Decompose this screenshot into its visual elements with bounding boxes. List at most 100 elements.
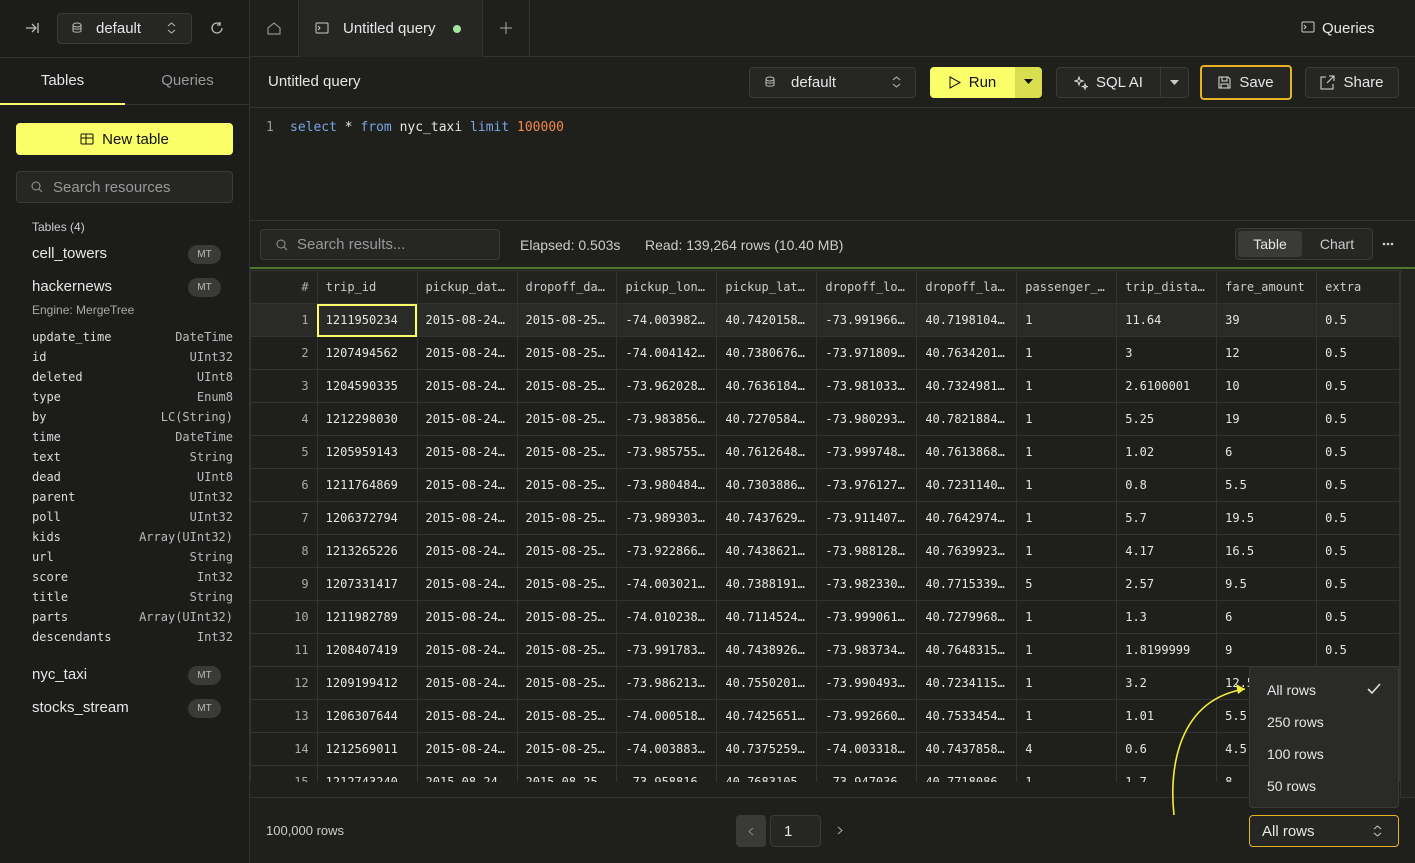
view-tab[interactable]: Table <box>1238 231 1302 257</box>
table-cell[interactable]: 1 <box>1016 666 1118 700</box>
table-name[interactable]: cell_towers <box>32 245 108 262</box>
table-cell[interactable]: 1211764869 <box>316 468 418 502</box>
table-cell[interactable]: 2015-08-25… <box>516 534 618 568</box>
table-cell[interactable]: 2015-08-25… <box>516 336 618 370</box>
table-cell[interactable]: 6 <box>1216 600 1318 634</box>
table-cell[interactable]: 0.8 <box>1116 468 1218 502</box>
table-cell[interactable]: 40.7198104… <box>916 303 1018 337</box>
table-cell[interactable]: -74.003318… <box>816 732 918 766</box>
table-cell[interactable]: -73.983856… <box>616 402 718 436</box>
table-cell[interactable]: -73.911407… <box>816 501 918 535</box>
table-cell[interactable]: -73.999748… <box>816 435 918 469</box>
table-cell[interactable]: 1 <box>1016 402 1118 436</box>
table-cell[interactable]: 9.5 <box>1216 567 1318 601</box>
query-tab[interactable]: Untitled query <box>300 0 482 57</box>
table-cell[interactable]: 1 <box>1016 303 1118 337</box>
table-cell[interactable]: 2015-08-24… <box>416 501 518 535</box>
table-name[interactable]: nyc_taxi <box>32 666 88 683</box>
table-cell[interactable]: -73.980484… <box>616 468 718 502</box>
table-cell[interactable]: 2015-08-24… <box>416 666 518 700</box>
table-cell[interactable]: 40.7437629… <box>716 501 818 535</box>
queries-link[interactable]: Queries <box>1322 20 1375 37</box>
table-cell[interactable]: 39 <box>1216 303 1318 337</box>
table-cell[interactable]: 1212298030 <box>316 402 418 436</box>
table-cell[interactable]: 0.5 <box>1316 468 1400 502</box>
sql-ai-options[interactable] <box>1160 67 1189 98</box>
table-name[interactable]: stocks_stream <box>32 699 129 716</box>
table-name[interactable]: hackernews <box>32 278 113 295</box>
table-cell[interactable]: 1 <box>1016 369 1118 403</box>
table-cell[interactable]: 40.7324981… <box>916 369 1018 403</box>
table-cell[interactable]: 1205959143 <box>316 435 418 469</box>
table-cell[interactable]: 11.64 <box>1116 303 1218 337</box>
table-cell[interactable]: 1209199412 <box>316 666 418 700</box>
table-cell[interactable]: 0.5 <box>1316 633 1400 667</box>
table-cell[interactable]: -73.981033… <box>816 369 918 403</box>
table-cell[interactable]: 40.7636184… <box>716 369 818 403</box>
table-cell[interactable]: 40.7642974… <box>916 501 1018 535</box>
table-cell[interactable]: 2015-08-24… <box>416 765 518 782</box>
table-cell[interactable]: 40.7388191… <box>716 567 818 601</box>
run-options[interactable] <box>1015 67 1042 98</box>
table-cell[interactable]: 40.7375259… <box>716 732 818 766</box>
table-cell[interactable]: 40.7639923… <box>916 534 1018 568</box>
run-button[interactable]: Run <box>930 67 1015 98</box>
table-cell[interactable]: 1 <box>1016 765 1118 782</box>
table-cell[interactable]: -73.990493… <box>816 666 918 700</box>
search-resources[interactable]: Search resources <box>16 171 233 203</box>
table-cell[interactable]: 2015-08-25… <box>516 501 618 535</box>
table-cell[interactable]: 40.7438926… <box>716 633 818 667</box>
table-cell[interactable]: -74.000518… <box>616 699 718 733</box>
prev-page[interactable] <box>736 815 766 847</box>
table-cell[interactable]: 4 <box>1016 732 1118 766</box>
sidebar-tab[interactable]: Queries <box>161 72 214 89</box>
table-cell[interactable]: 0.5 <box>1316 501 1400 535</box>
table-cell[interactable]: 2015-08-24… <box>416 567 518 601</box>
table-cell[interactable]: -73.999061… <box>816 600 918 634</box>
table-cell[interactable]: 2015-08-24… <box>416 402 518 436</box>
table-cell[interactable]: -73.986213… <box>616 666 718 700</box>
new-table-button[interactable]: New table <box>16 123 233 155</box>
table-cell[interactable]: 1213265226 <box>316 534 418 568</box>
table-cell[interactable]: 2015-08-25… <box>516 666 618 700</box>
table-cell[interactable]: 5.25 <box>1116 402 1218 436</box>
table-cell[interactable]: 1211982789 <box>316 600 418 634</box>
table-cell[interactable]: 2015-08-25… <box>516 435 618 469</box>
table-cell[interactable]: -74.003021… <box>616 567 718 601</box>
table-cell[interactable]: 1 <box>1016 633 1118 667</box>
menu-option[interactable]: 100 rows <box>1267 746 1324 762</box>
table-cell[interactable]: 40.7683105… <box>716 765 818 782</box>
table-cell[interactable]: -73.991966… <box>816 303 918 337</box>
table-cell[interactable]: -74.010238… <box>616 600 718 634</box>
table-cell[interactable]: -74.004142… <box>616 336 718 370</box>
table-cell[interactable]: 1.02 <box>1116 435 1218 469</box>
table-cell[interactable]: 40.7634201… <box>916 336 1018 370</box>
table-cell[interactable]: 2015-08-25… <box>516 369 618 403</box>
table-cell[interactable]: 6 <box>1216 435 1318 469</box>
table-cell[interactable]: 2015-08-25… <box>516 402 618 436</box>
table-cell[interactable]: 2015-08-25… <box>516 732 618 766</box>
table-cell[interactable]: 2015-08-24… <box>416 534 518 568</box>
table-cell[interactable]: 0.5 <box>1316 435 1400 469</box>
table-cell[interactable]: 2015-08-24… <box>416 468 518 502</box>
table-cell[interactable]: 2015-08-24… <box>416 699 518 733</box>
refresh-icon[interactable] <box>210 21 224 35</box>
table-cell[interactable]: -74.003883… <box>616 732 718 766</box>
table-cell[interactable]: -73.976127… <box>816 468 918 502</box>
table-cell[interactable]: 2.57 <box>1116 567 1218 601</box>
table-cell[interactable]: 2015-08-24… <box>416 732 518 766</box>
table-cell[interactable]: -73.985755… <box>616 435 718 469</box>
table-cell[interactable]: 2015-08-24… <box>416 303 518 337</box>
table-cell[interactable]: -73.982330… <box>816 567 918 601</box>
table-cell[interactable]: 1 <box>1016 501 1118 535</box>
table-cell[interactable]: 40.7613868… <box>916 435 1018 469</box>
table-cell[interactable]: 40.7279968… <box>916 600 1018 634</box>
table-cell[interactable]: 2015-08-25… <box>516 468 618 502</box>
table-cell[interactable]: 5.5 <box>1216 468 1318 502</box>
table-cell[interactable]: 2015-08-24… <box>416 633 518 667</box>
add-tab[interactable] <box>500 22 512 34</box>
table-cell[interactable]: 2015-08-25… <box>516 303 618 337</box>
table-cell[interactable]: 40.7437858… <box>916 732 1018 766</box>
save-button[interactable]: Save <box>1200 65 1292 100</box>
table-cell[interactable]: 40.7438621… <box>716 534 818 568</box>
